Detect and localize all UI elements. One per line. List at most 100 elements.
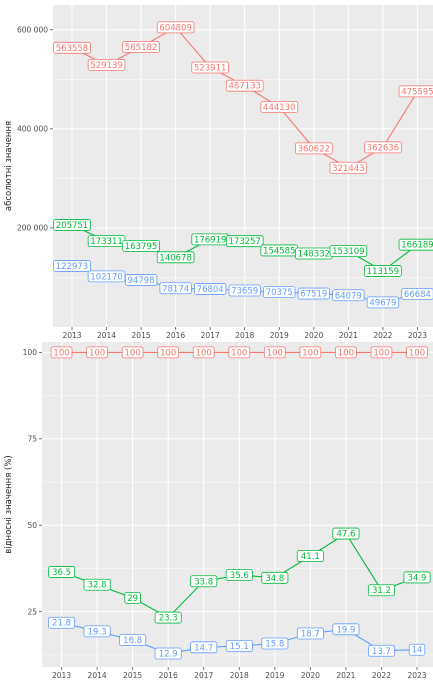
data-label-text: 321443 xyxy=(332,164,364,174)
data-label-s2-2016: 140678 xyxy=(156,251,195,263)
data-label-text: 18.7 xyxy=(301,629,320,639)
data-label-s1-2021: 100 xyxy=(335,346,357,358)
y-tick-label: 25 xyxy=(27,607,37,616)
data-label-text: 523911 xyxy=(194,63,226,73)
data-label-text: 78174 xyxy=(162,284,189,294)
x-tick-label: 2016 xyxy=(166,331,185,340)
data-label-s2-2019: 34.8 xyxy=(261,571,289,584)
data-label-text: 563558 xyxy=(56,44,88,54)
data-label-text: 66684 xyxy=(404,290,431,300)
data-label-s3-2023: 66684 xyxy=(401,288,433,300)
data-label-box xyxy=(48,616,76,629)
data-label-s2-2022: 113159 xyxy=(364,265,402,277)
data-label-box xyxy=(332,527,360,540)
data-label-s1-2019: 444130 xyxy=(260,101,299,113)
data-label-box xyxy=(124,274,158,286)
data-label-text: 34.9 xyxy=(408,573,427,583)
data-label-text: 205751 xyxy=(56,221,88,231)
data-label-text: 23.3 xyxy=(159,614,178,624)
data-label-text: 100 xyxy=(302,348,318,358)
data-label-s1-2020: 100 xyxy=(299,346,322,359)
data-label-s2-2017: 33.8 xyxy=(190,575,218,588)
data-label-text: 14 xyxy=(412,646,423,656)
data-label-box xyxy=(190,575,218,588)
data-label-box xyxy=(192,346,215,359)
data-label-s3-2019: 70375 xyxy=(263,286,296,299)
data-label-text: 19.9 xyxy=(336,625,355,635)
data-label-s3-2020: 67519 xyxy=(297,287,330,300)
data-label-box xyxy=(329,245,368,258)
y-tick-label: 400 000 xyxy=(17,124,48,133)
data-label-box xyxy=(53,260,91,272)
data-label-box xyxy=(406,346,428,359)
x-tick-label: 2014 xyxy=(88,671,107,680)
data-label-s1-2013: 563558 xyxy=(53,41,91,54)
data-label-box xyxy=(225,569,253,581)
data-label-box xyxy=(364,141,402,154)
data-label-box xyxy=(86,346,108,359)
data-label-s3-2022: 13.7 xyxy=(367,644,395,657)
data-label-s3-2016: 78174 xyxy=(159,282,192,295)
data-label-text: 70375 xyxy=(266,288,293,298)
data-label-s3-2015: 16.8 xyxy=(119,634,147,646)
data-label-s3-2022: 49679 xyxy=(366,296,400,308)
data-label-s3-2017: 14.7 xyxy=(190,641,218,653)
data-label-box xyxy=(124,591,141,604)
data-label-s3-2018: 73659 xyxy=(228,284,261,297)
data-label-text: 41.1 xyxy=(301,552,320,562)
data-label-box xyxy=(225,235,264,248)
data-label-text: 15.1 xyxy=(230,642,249,652)
x-tick-label: 2019 xyxy=(270,331,289,340)
data-label-s2-2023: 166189 xyxy=(398,238,433,251)
data-label-box xyxy=(225,640,253,652)
data-label-box xyxy=(225,79,264,92)
data-label-box xyxy=(159,282,192,295)
data-label-s3-2023: 14 xyxy=(408,643,426,656)
plot-background xyxy=(42,342,433,667)
data-label-box xyxy=(299,346,322,359)
x-tick-label: 2023 xyxy=(407,671,426,680)
data-label-s2-2013: 36.5 xyxy=(48,566,76,578)
x-tick-label: 2020 xyxy=(301,671,320,680)
data-label-text: 176919 xyxy=(194,235,226,245)
data-label-text: 19.3 xyxy=(88,627,107,637)
data-label-s1-2018: 487133 xyxy=(225,79,264,92)
data-label-box xyxy=(156,21,195,34)
data-label-s3-2014: 19.3 xyxy=(83,625,111,637)
data-label-box xyxy=(332,289,365,302)
data-label-box xyxy=(403,571,431,584)
data-label-s2-2023: 34.9 xyxy=(403,571,431,584)
y-tick-label: 75 xyxy=(27,434,37,443)
data-label-s1-2015: 100 xyxy=(121,346,144,358)
data-label-box xyxy=(48,566,76,578)
data-label-box xyxy=(296,627,324,640)
data-label-s2-2015: 163795 xyxy=(122,239,160,252)
data-label-s3-2013: 21.8 xyxy=(48,616,76,629)
data-label-s3-2018: 15.1 xyxy=(225,640,253,652)
data-label-text: 154585 xyxy=(263,246,295,256)
data-label-box xyxy=(364,265,402,277)
x-tick-label: 2015 xyxy=(123,671,142,680)
data-label-box xyxy=(398,238,433,251)
data-label-text: 94798 xyxy=(128,276,155,286)
x-tick-label: 2022 xyxy=(373,331,392,340)
data-label-s1-2019: 100 xyxy=(263,346,286,358)
data-label-s1-2016: 604809 xyxy=(156,21,195,34)
y-tick-label: 200 000 xyxy=(17,224,48,233)
data-label-text: 113159 xyxy=(367,267,399,277)
data-label-text: 32.8 xyxy=(88,581,107,591)
data-label-text: 36.5 xyxy=(52,568,71,578)
data-label-text: 67519 xyxy=(300,290,327,300)
data-label-text: 73659 xyxy=(231,287,258,297)
data-label-text: 49679 xyxy=(369,298,396,308)
x-tick-label: 2023 xyxy=(408,331,427,340)
data-label-text: 100 xyxy=(53,348,69,358)
x-tick-label: 2014 xyxy=(97,331,116,340)
x-tick-label: 2017 xyxy=(194,671,213,680)
x-tick-label: 2021 xyxy=(336,671,355,680)
data-label-box xyxy=(263,286,296,299)
data-label-box xyxy=(228,346,251,359)
data-label-s3-2015: 94798 xyxy=(124,274,158,286)
data-label-s2-2021: 47.6 xyxy=(332,527,360,540)
data-label-text: 76804 xyxy=(197,285,224,295)
